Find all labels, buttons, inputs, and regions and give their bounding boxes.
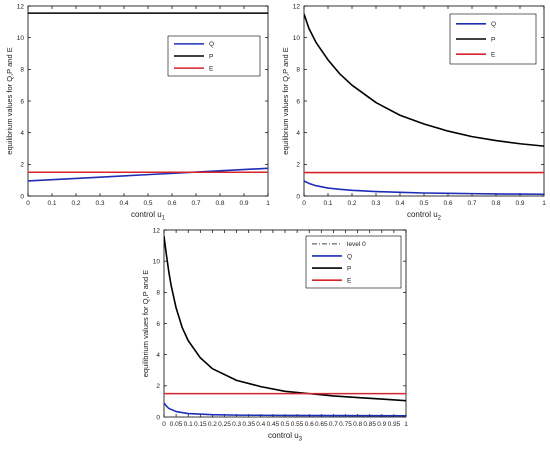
y-tick-label: 10	[293, 35, 301, 42]
y-tick-label: 4	[156, 352, 160, 359]
x-tick-label: 0.75	[339, 421, 352, 428]
x-tick-label: 0.4	[256, 421, 265, 428]
x-tick-label: 0.5	[419, 200, 428, 207]
series-line-p	[164, 236, 406, 402]
x-tick-label: 0.4	[119, 200, 128, 207]
chart-1: 0 0.1 0.2 0.3 0.4 0.5 0.6 0.7 0.8 0.9 1024681012co…	[5, 3, 270, 221]
x-tick-label: 0.9	[239, 200, 248, 207]
x-tick-label: 0.45	[267, 421, 280, 428]
legend-label: level 0	[347, 241, 366, 248]
y-tick-label: 12	[17, 3, 25, 10]
x-tick-label: 0.2	[208, 421, 217, 428]
legend-label: Q	[491, 21, 496, 28]
x-tick-label: 0.2	[347, 200, 356, 207]
legend-label: E	[347, 277, 352, 284]
legend-label: P	[209, 53, 213, 60]
y-tick-label: 8	[156, 290, 160, 297]
x-tick-label: 0.8	[353, 421, 362, 428]
legend-label: Q	[347, 253, 352, 260]
series-line-q	[304, 180, 544, 196]
x-tick-label: 0.3	[232, 421, 241, 428]
series-line-p	[304, 13, 544, 147]
y-tick-label: 0	[156, 414, 160, 421]
y-axis-label: equilibrium values for Q,P and E	[281, 47, 290, 154]
y-tick-label: 0	[296, 193, 300, 200]
y-tick-label: 6	[156, 321, 160, 328]
y-tick-label: 8	[20, 67, 24, 74]
x-tick-label: 0.1	[47, 200, 56, 207]
x-tick-label: 0.3	[95, 200, 104, 207]
y-axis-label: equilibrium values for Q,P and E	[141, 270, 150, 377]
y-tick-label: 2	[296, 162, 300, 169]
chart-3: 0 0.05 0.1 0.15 0.2 0.25 0.3 0.35 0.4 0.45 0.5 0.55…	[141, 227, 408, 442]
x-tick-label: 0.7	[191, 200, 200, 207]
x-tick-label: 0.7	[467, 200, 476, 207]
x-tick-label: 0	[26, 200, 30, 207]
x-tick-label: 0.2	[71, 200, 80, 207]
x-tick-label: 0.3	[371, 200, 380, 207]
y-axis-label: equilibrium values for Q,P and E	[5, 47, 14, 154]
legend: Q P E	[449, 13, 537, 65]
y-tick-label: 6	[20, 98, 24, 105]
x-tick-label: 0	[162, 421, 166, 428]
x-tick-label: 0.9	[377, 421, 386, 428]
x-tick-label: 0.35	[242, 421, 255, 428]
x-tick-label: 1	[266, 200, 270, 207]
legend-label: E	[491, 51, 496, 58]
y-tick-label: 8	[296, 67, 300, 74]
y-tick-label: 0	[20, 193, 24, 200]
x-tick-label: 0.95	[388, 421, 401, 428]
series-line-q	[164, 402, 406, 417]
x-tick-label: 0	[302, 200, 306, 207]
plot-area	[27, 5, 269, 197]
y-tick-label: 12	[153, 227, 161, 234]
legend: QPE	[167, 35, 261, 77]
x-tick-label: 0.65	[315, 421, 328, 428]
legend-box	[305, 235, 402, 289]
y-tick-label: 4	[20, 130, 24, 137]
y-tick-label: 2	[20, 162, 24, 169]
x-tick-label: 0.7	[329, 421, 338, 428]
x-tick-label: 0.55	[291, 421, 304, 428]
x-tick-label: 1	[404, 421, 408, 428]
x-tick-label: 0.6	[167, 200, 176, 207]
x-tick-label: 0.6	[443, 200, 452, 207]
legend-label: E	[209, 65, 214, 72]
x-tick-label: 0.9	[515, 200, 524, 207]
x-tick-label: 0.5	[280, 421, 289, 428]
chart-2: 0 0.1 0.2 0.3 0.4 0.5 0.6 0.7 0.8 0.9 1024681012co…	[281, 3, 546, 221]
x-tick-label: 0.85	[363, 421, 376, 428]
x-tick-label: 0.05	[170, 421, 183, 428]
legend-label: Q	[209, 41, 214, 48]
x-tick-label: 0.6	[305, 421, 314, 428]
x-tick-label: 0.1	[323, 200, 332, 207]
x-tick-label: 0.4	[395, 200, 404, 207]
x-axis-label: control u1	[131, 210, 166, 222]
y-tick-label: 6	[296, 98, 300, 105]
x-tick-label: 0.8	[215, 200, 224, 207]
y-tick-label: 12	[293, 3, 301, 10]
legend: level 0 QPE	[305, 235, 402, 289]
series-line-q	[28, 167, 268, 182]
x-tick-label: 0.15	[194, 421, 207, 428]
x-axis-label: control u3	[268, 431, 303, 443]
legend-label: P	[347, 265, 351, 272]
y-tick-label: 4	[296, 130, 300, 137]
x-tick-label: 0.25	[218, 421, 231, 428]
x-tick-label: 0.8	[491, 200, 500, 207]
legend-label: P	[491, 36, 495, 43]
x-tick-label: 0.5	[143, 200, 152, 207]
y-tick-label: 10	[17, 35, 25, 42]
y-tick-label: 2	[156, 383, 160, 390]
y-tick-label: 10	[153, 258, 161, 265]
x-axis-label: control u2	[407, 210, 442, 222]
x-tick-label: 1	[542, 200, 546, 207]
x-tick-label: 0.1	[184, 421, 193, 428]
